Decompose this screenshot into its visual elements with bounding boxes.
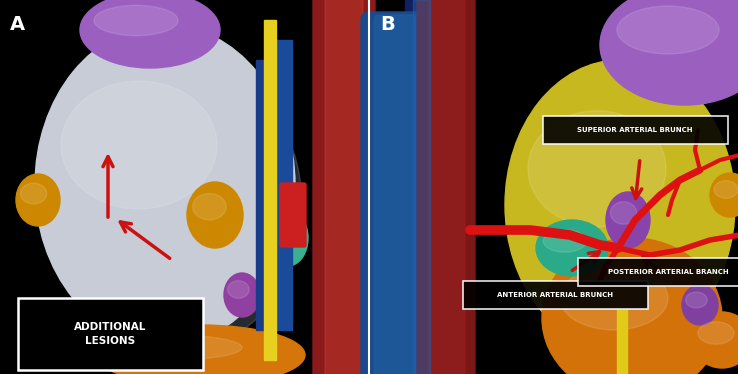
Ellipse shape bbox=[94, 5, 178, 36]
Ellipse shape bbox=[35, 25, 295, 345]
Ellipse shape bbox=[686, 292, 707, 308]
FancyBboxPatch shape bbox=[374, 26, 421, 374]
FancyBboxPatch shape bbox=[280, 183, 306, 247]
Ellipse shape bbox=[714, 181, 738, 198]
Ellipse shape bbox=[16, 174, 60, 226]
Ellipse shape bbox=[68, 61, 302, 349]
Ellipse shape bbox=[610, 202, 637, 224]
Text: A: A bbox=[10, 15, 25, 34]
Ellipse shape bbox=[224, 273, 260, 317]
Ellipse shape bbox=[95, 325, 305, 374]
Bar bbox=[274, 40, 292, 330]
Ellipse shape bbox=[193, 194, 227, 220]
Ellipse shape bbox=[272, 220, 296, 242]
Bar bbox=[542, 116, 728, 144]
Ellipse shape bbox=[710, 173, 738, 217]
Bar bbox=[617, 310, 627, 374]
Ellipse shape bbox=[617, 6, 719, 54]
Text: B: B bbox=[380, 15, 395, 34]
Ellipse shape bbox=[227, 281, 249, 298]
FancyBboxPatch shape bbox=[364, 24, 431, 374]
Bar bbox=[405, 0, 455, 374]
Ellipse shape bbox=[542, 238, 722, 374]
Bar bbox=[413, 0, 430, 374]
Ellipse shape bbox=[543, 230, 587, 252]
Bar bbox=[18, 298, 203, 370]
FancyBboxPatch shape bbox=[361, 12, 429, 374]
Ellipse shape bbox=[600, 0, 738, 105]
FancyBboxPatch shape bbox=[417, 0, 475, 374]
Ellipse shape bbox=[682, 285, 718, 325]
FancyBboxPatch shape bbox=[374, 15, 416, 374]
Ellipse shape bbox=[606, 192, 650, 248]
Ellipse shape bbox=[21, 183, 46, 204]
FancyBboxPatch shape bbox=[429, 0, 465, 374]
Ellipse shape bbox=[528, 111, 666, 227]
Text: ANTERIOR ARTERIAL BRUNCH: ANTERIOR ARTERIAL BRUNCH bbox=[497, 292, 613, 298]
Bar bbox=[578, 258, 738, 286]
Ellipse shape bbox=[560, 266, 668, 330]
Ellipse shape bbox=[692, 312, 738, 368]
Ellipse shape bbox=[505, 60, 735, 350]
FancyBboxPatch shape bbox=[325, 0, 363, 374]
Bar bbox=[463, 281, 647, 309]
Ellipse shape bbox=[268, 210, 308, 266]
Bar bbox=[264, 20, 276, 360]
Bar bbox=[256, 60, 270, 330]
Text: ADDITIONAL
LESIONS: ADDITIONAL LESIONS bbox=[75, 322, 147, 346]
Ellipse shape bbox=[61, 81, 217, 209]
Ellipse shape bbox=[116, 335, 242, 359]
Ellipse shape bbox=[187, 182, 243, 248]
Ellipse shape bbox=[698, 322, 734, 344]
Ellipse shape bbox=[80, 0, 220, 68]
Text: POSTERIOR ARTERIAL BRANCH: POSTERIOR ARTERIAL BRANCH bbox=[607, 269, 728, 275]
Ellipse shape bbox=[536, 220, 608, 276]
Text: SUPERIOR ARTERIAL BRUNCH: SUPERIOR ARTERIAL BRUNCH bbox=[577, 127, 693, 133]
FancyBboxPatch shape bbox=[313, 0, 375, 374]
